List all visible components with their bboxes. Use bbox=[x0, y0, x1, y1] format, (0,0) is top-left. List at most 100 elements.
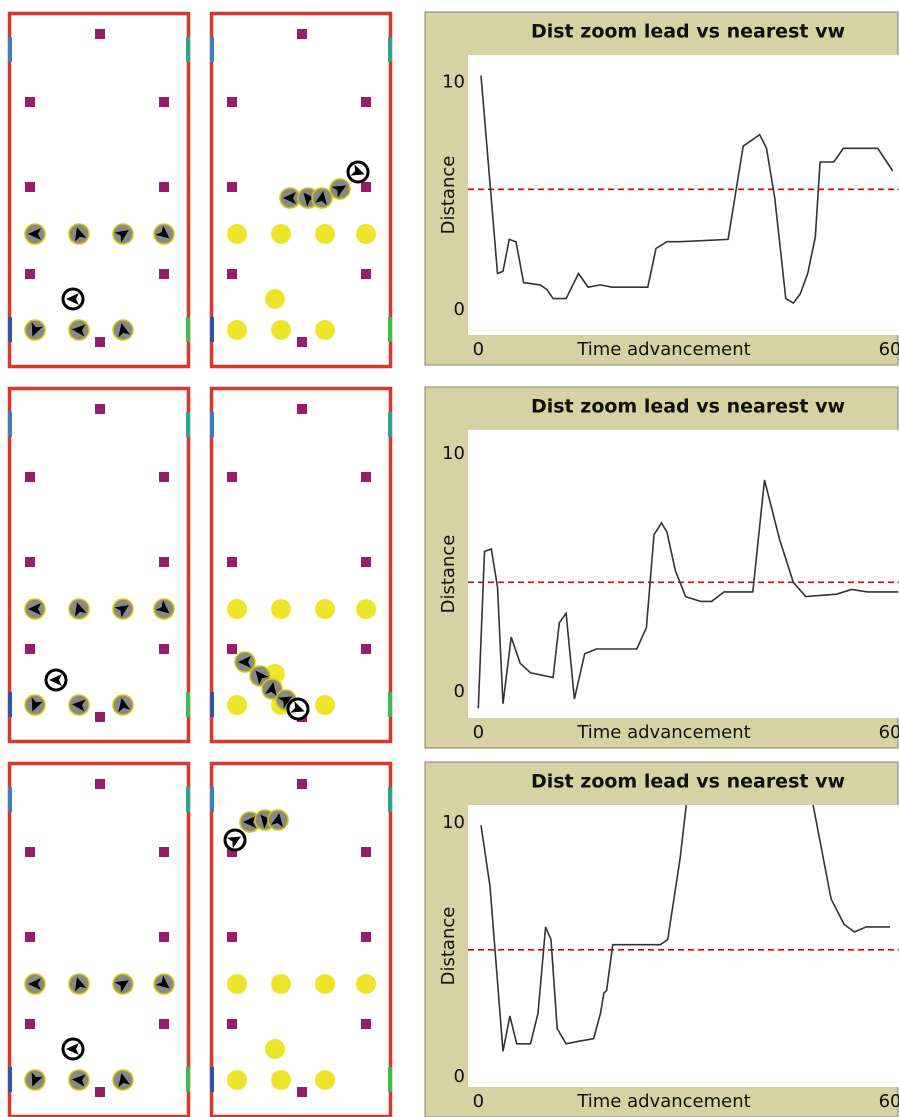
y-axis-label: Distance bbox=[438, 156, 459, 235]
target bbox=[265, 289, 285, 309]
target bbox=[315, 1070, 335, 1090]
simulation-panel bbox=[210, 764, 392, 1117]
x-tick-label: 60 bbox=[879, 1091, 899, 1112]
x-tick-label: 60 bbox=[879, 339, 899, 360]
gate bbox=[388, 787, 392, 812]
target bbox=[227, 599, 247, 619]
waypoint bbox=[361, 644, 371, 654]
target bbox=[227, 224, 247, 244]
target bbox=[271, 320, 291, 340]
plot-area bbox=[468, 805, 899, 1087]
target bbox=[271, 1070, 291, 1090]
y-tick-label: 0 bbox=[454, 681, 465, 702]
simulation-panel bbox=[8, 14, 190, 367]
target bbox=[271, 974, 291, 994]
y-tick-label: 0 bbox=[454, 299, 465, 320]
gate bbox=[186, 317, 190, 342]
x-axis-label: Time advancement bbox=[576, 339, 750, 360]
gate bbox=[8, 37, 12, 62]
gate bbox=[210, 692, 214, 717]
gate bbox=[8, 317, 12, 342]
x-tick-label: 0 bbox=[473, 1091, 484, 1112]
plot-area bbox=[468, 430, 899, 718]
waypoint bbox=[227, 557, 237, 567]
waypoint bbox=[95, 779, 105, 789]
gate bbox=[186, 37, 190, 62]
waypoint bbox=[297, 337, 307, 347]
gate bbox=[8, 412, 12, 437]
waypoint bbox=[25, 97, 35, 107]
waypoint bbox=[95, 1087, 105, 1097]
target bbox=[315, 224, 335, 244]
waypoint bbox=[361, 557, 371, 567]
gate bbox=[388, 37, 392, 62]
y-axis-label: Distance bbox=[438, 535, 459, 614]
gate bbox=[210, 317, 214, 342]
waypoint bbox=[159, 1019, 169, 1029]
gate bbox=[210, 412, 214, 437]
chart-title: Dist zoom lead vs nearest vw bbox=[531, 771, 845, 793]
gate bbox=[210, 1067, 214, 1092]
simulation-panel bbox=[8, 389, 190, 742]
target bbox=[265, 1039, 285, 1059]
waypoint bbox=[159, 269, 169, 279]
waypoint bbox=[25, 182, 35, 192]
waypoint bbox=[297, 29, 307, 39]
waypoint bbox=[25, 472, 35, 482]
waypoint bbox=[227, 1019, 237, 1029]
waypoint bbox=[25, 1019, 35, 1029]
waypoint bbox=[159, 472, 169, 482]
waypoint bbox=[25, 644, 35, 654]
waypoint bbox=[159, 97, 169, 107]
gate bbox=[186, 412, 190, 437]
waypoint bbox=[227, 97, 237, 107]
y-tick-label: 10 bbox=[442, 443, 465, 464]
target bbox=[271, 224, 291, 244]
waypoint bbox=[25, 847, 35, 857]
waypoint bbox=[227, 644, 237, 654]
waypoint bbox=[159, 182, 169, 192]
waypoint bbox=[159, 932, 169, 942]
waypoint bbox=[95, 712, 105, 722]
gate bbox=[388, 692, 392, 717]
x-tick-label: 0 bbox=[473, 339, 484, 360]
waypoint bbox=[95, 337, 105, 347]
target bbox=[356, 224, 376, 244]
gate bbox=[388, 1067, 392, 1092]
waypoint bbox=[159, 557, 169, 567]
x-axis-label: Time advancement bbox=[576, 722, 750, 743]
x-tick-label: 0 bbox=[473, 722, 484, 743]
target bbox=[356, 974, 376, 994]
figure: Dist zoom lead vs nearest vw Time advance… bbox=[0, 0, 899, 1117]
chart-title: Dist zoom lead vs nearest vw bbox=[531, 21, 845, 43]
waypoint bbox=[361, 269, 371, 279]
waypoint bbox=[361, 97, 371, 107]
waypoint bbox=[361, 1019, 371, 1029]
waypoint bbox=[297, 779, 307, 789]
target bbox=[271, 599, 291, 619]
simulation-panel bbox=[210, 14, 392, 367]
target bbox=[227, 320, 247, 340]
target bbox=[227, 974, 247, 994]
x-axis-label: Time advancement bbox=[576, 1091, 750, 1112]
gate bbox=[186, 1067, 190, 1092]
gate bbox=[186, 692, 190, 717]
target bbox=[356, 599, 376, 619]
simulation-panel bbox=[210, 389, 392, 742]
waypoint bbox=[361, 472, 371, 482]
gate bbox=[8, 692, 12, 717]
gate bbox=[210, 37, 214, 62]
y-tick-label: 10 bbox=[442, 71, 465, 92]
y-tick-label: 0 bbox=[454, 1066, 465, 1087]
y-axis-label: Distance bbox=[438, 907, 459, 986]
simulation-panel bbox=[8, 764, 190, 1117]
chart-title: Dist zoom lead vs nearest vw bbox=[531, 396, 845, 418]
gate bbox=[8, 787, 12, 812]
target bbox=[315, 695, 335, 715]
waypoint bbox=[227, 182, 237, 192]
waypoint bbox=[227, 932, 237, 942]
waypoint bbox=[25, 932, 35, 942]
waypoint bbox=[159, 644, 169, 654]
target bbox=[227, 695, 247, 715]
gate bbox=[210, 787, 214, 812]
